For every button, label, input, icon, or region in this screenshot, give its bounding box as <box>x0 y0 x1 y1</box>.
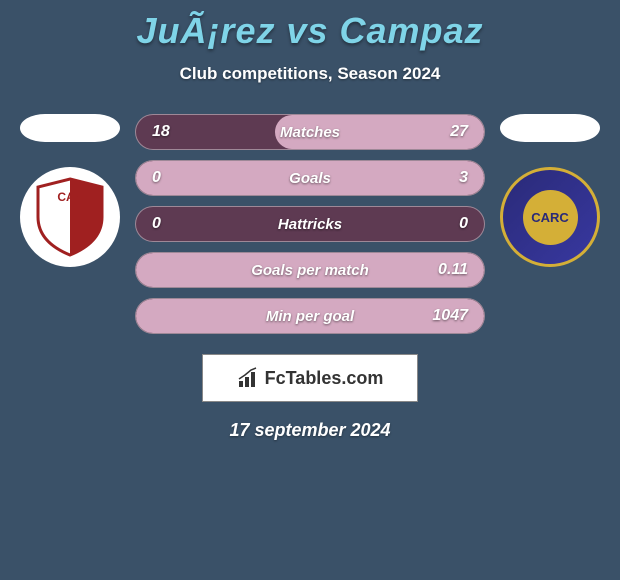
page-title: JuÃ¡rez vs Campaz <box>0 10 620 52</box>
left-team-column: CAP <box>20 114 120 267</box>
stats-bars: 18 Matches 27 0 Goals 3 0 Hattricks 0 Goals per m… <box>135 114 485 334</box>
stat-label: Goals <box>289 170 331 187</box>
right-country-flag <box>500 114 600 142</box>
stat-value-right: 1047 <box>432 307 468 325</box>
date-text: 17 september 2024 <box>0 420 620 441</box>
stat-label: Hattricks <box>278 216 342 233</box>
logo-text: FcTables.com <box>265 368 384 389</box>
carc-badge-inner: CARC <box>523 190 578 245</box>
stat-value-left: 0 <box>152 169 161 187</box>
stat-bar: 0 Hattricks 0 <box>135 206 485 242</box>
stat-value-right: 3 <box>459 169 468 187</box>
stat-value-right: 27 <box>450 123 468 141</box>
fctables-logo: FcTables.com <box>202 354 418 402</box>
right-team-badge: CARC <box>500 167 600 267</box>
stat-label: Min per goal <box>266 308 354 325</box>
shield-cap-icon: CAP <box>34 177 106 257</box>
subtitle: Club competitions, Season 2024 <box>0 64 620 84</box>
stat-bar: Goals per match 0.11 <box>135 252 485 288</box>
stat-value-right: 0 <box>459 215 468 233</box>
stat-label: Goals per match <box>251 262 369 279</box>
svg-text:CAP: CAP <box>57 190 82 204</box>
left-country-flag <box>20 114 120 142</box>
stat-value-left: 18 <box>152 123 170 141</box>
main-container: JuÃ¡rez vs Campaz Club competitions, Sea… <box>0 0 620 441</box>
stat-bar: Min per goal 1047 <box>135 298 485 334</box>
stat-label: Matches <box>280 124 340 141</box>
stat-value-right: 0.11 <box>438 261 468 279</box>
stat-bar: 18 Matches 27 <box>135 114 485 150</box>
content-row: CAP 18 Matches 27 0 Goals 3 0 Hattricks 0 Goals p… <box>0 114 620 334</box>
chart-icon <box>237 367 259 389</box>
stat-bar: 0 Goals 3 <box>135 160 485 196</box>
right-team-column: CARC <box>500 114 600 267</box>
stat-value-left: 0 <box>152 215 161 233</box>
left-team-badge: CAP <box>20 167 120 267</box>
